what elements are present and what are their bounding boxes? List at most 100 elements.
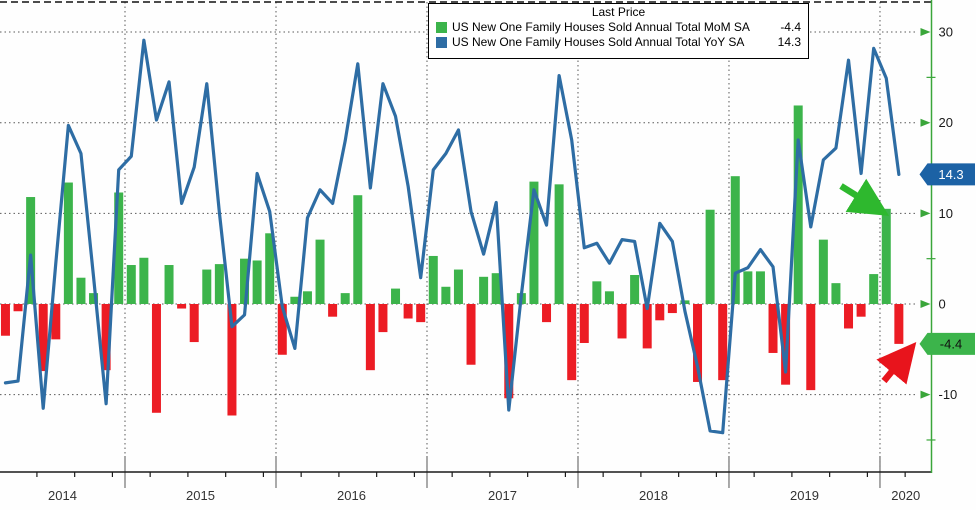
mom-bar-positive	[265, 233, 275, 304]
yoy-line-series	[3, 38, 901, 435]
mom-bar-positive	[353, 195, 363, 304]
last-price-badge	[919, 332, 975, 355]
mom-bar-negative	[542, 304, 552, 323]
mom-bar-positive	[869, 274, 879, 304]
mom-bar-negative	[567, 304, 577, 381]
y-axis-tick-arrow-icon	[920, 28, 931, 37]
mom-bar-negative	[378, 304, 388, 333]
mom-bar-positive	[705, 209, 715, 304]
mom-bar-negative	[151, 304, 161, 413]
legend-title: Last Price	[591, 5, 646, 19]
mom-bar-positive	[302, 291, 312, 304]
mom-bar-negative	[718, 304, 728, 381]
legend-item-yoy-label: US New One Family Houses Sold Annual Tot…	[452, 35, 745, 49]
mom-bar-positive	[479, 276, 489, 304]
mom-bar-positive	[26, 197, 36, 304]
legend-item-mom-value: -4.4	[780, 20, 801, 34]
last-price-badge	[919, 163, 975, 186]
y-axis-tick-label: 0	[939, 297, 946, 312]
mom-bar-negative	[768, 304, 778, 353]
green-annotation-arrow-icon	[839, 178, 890, 216]
mom-bar-positive	[340, 293, 350, 304]
mom-bar-negative	[0, 304, 10, 336]
legend-item-mom-label: US New One Family Houses Sold Annual Tot…	[452, 20, 750, 34]
mom-bar-negative	[806, 304, 816, 391]
mom-bar-positive	[592, 281, 602, 304]
mom-bar-positive	[441, 286, 451, 304]
mom-bar-negative	[655, 304, 665, 321]
mom-bar-positive	[793, 105, 803, 304]
mom-bar-positive	[491, 273, 501, 304]
mom-bar-positive	[63, 182, 73, 304]
mom-bar-negative	[101, 304, 111, 371]
mom-bar-negative	[189, 304, 199, 343]
mom-bar-positive	[604, 291, 614, 304]
mom-bar-positive	[114, 192, 124, 304]
chart-legend: Last Price US New One Family Houses Sold…	[428, 3, 809, 59]
last-price-badge-label: -4.4	[940, 336, 962, 351]
mom-bar-negative	[617, 304, 627, 339]
mom-bar-positive	[680, 300, 690, 304]
yoy-series-swatch-icon	[436, 37, 447, 48]
mom-bar-positive	[743, 271, 753, 304]
mom-bar-positive	[831, 283, 841, 304]
mom-bar-positive	[240, 258, 250, 304]
mom-bar-negative	[693, 304, 703, 382]
legend-item-yoy[interactable]: US New One Family Houses Sold Annual Tot…	[429, 35, 808, 50]
mom-bar-positive	[139, 257, 149, 304]
mom-bar-negative	[277, 304, 287, 355]
red-annotation-arrow-icon	[876, 341, 917, 385]
mom-bar-positive	[529, 181, 539, 304]
x-axis-year-label: 2014	[48, 488, 77, 503]
mom-bar-negative	[894, 304, 904, 344]
mom-bar-positive	[164, 265, 174, 304]
mom-bar-negative	[38, 304, 48, 372]
mom-bar-positive	[881, 208, 891, 304]
mom-bar-positive	[554, 184, 564, 304]
x-axis-year-label: 2020	[891, 488, 920, 503]
mom-bar-negative	[579, 304, 589, 343]
x-axis-year-label: 2018	[639, 488, 668, 503]
y-axis-tick-label: 20	[939, 115, 953, 130]
mom-bar-positive	[315, 239, 325, 304]
mom-bar-positive	[391, 288, 401, 304]
y-axis-tick-arrow-icon	[920, 209, 931, 218]
mom-series-swatch-icon	[436, 22, 447, 33]
x-axis-year-label: 2015	[186, 488, 215, 503]
mom-bar-positive	[630, 274, 640, 304]
mom-bar-negative	[51, 304, 61, 340]
y-axis-tick-arrow-icon	[920, 118, 931, 127]
y-axis-tick-arrow-icon	[920, 390, 931, 399]
mom-bar-negative	[13, 304, 23, 312]
mom-bar-negative	[227, 304, 237, 416]
mom-bar-positive	[202, 269, 212, 304]
y-axis-tick-label: 10	[939, 206, 953, 221]
legend-item-yoy-value: 14.3	[777, 35, 801, 49]
mom-bar-negative	[856, 304, 866, 317]
mom-bar-negative	[403, 304, 413, 319]
mom-bar-positive	[818, 239, 828, 304]
mom-bar-negative	[416, 304, 426, 323]
mom-bar-negative	[667, 304, 677, 314]
mom-bar-negative	[466, 304, 476, 365]
last-price-badge-label: 14.3	[938, 167, 963, 182]
mom-bar-negative	[642, 304, 652, 349]
x-axis-year-label: 2017	[488, 488, 517, 503]
y-axis-tick-arrow-icon	[920, 300, 931, 308]
mom-bar-negative	[844, 304, 854, 329]
mom-bar-positive	[290, 296, 300, 304]
mom-bar-positive	[126, 265, 136, 304]
y-axis-tick-label: 30	[939, 25, 953, 40]
mom-bar-positive	[428, 255, 438, 304]
mom-bar-negative	[504, 304, 514, 399]
mom-bar-negative	[365, 304, 375, 371]
mom-bar-positive	[730, 176, 740, 304]
mom-bar-positive	[76, 277, 86, 304]
mom-bar-positive	[453, 269, 463, 304]
mom-bar-positive	[89, 293, 99, 304]
x-axis-year-label: 2019	[790, 488, 819, 503]
mom-bar-positive	[214, 264, 224, 304]
mom-bar-positive	[755, 271, 765, 304]
legend-item-mom[interactable]: US New One Family Houses Sold Annual Tot…	[429, 20, 808, 35]
